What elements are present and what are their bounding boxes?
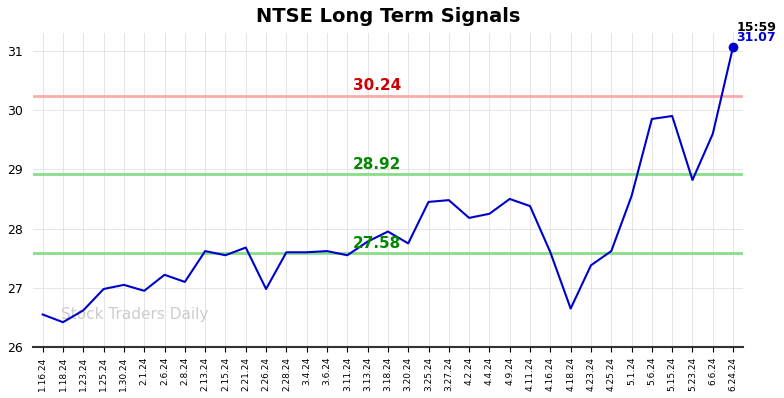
Title: NTSE Long Term Signals: NTSE Long Term Signals [256,7,520,26]
Text: 28.92: 28.92 [353,157,401,172]
Text: 30.24: 30.24 [353,78,401,94]
Text: 31.07: 31.07 [736,31,776,44]
Text: Stock Traders Daily: Stock Traders Daily [61,307,209,322]
Text: 15:59: 15:59 [736,21,776,34]
Text: 27.58: 27.58 [353,236,401,251]
